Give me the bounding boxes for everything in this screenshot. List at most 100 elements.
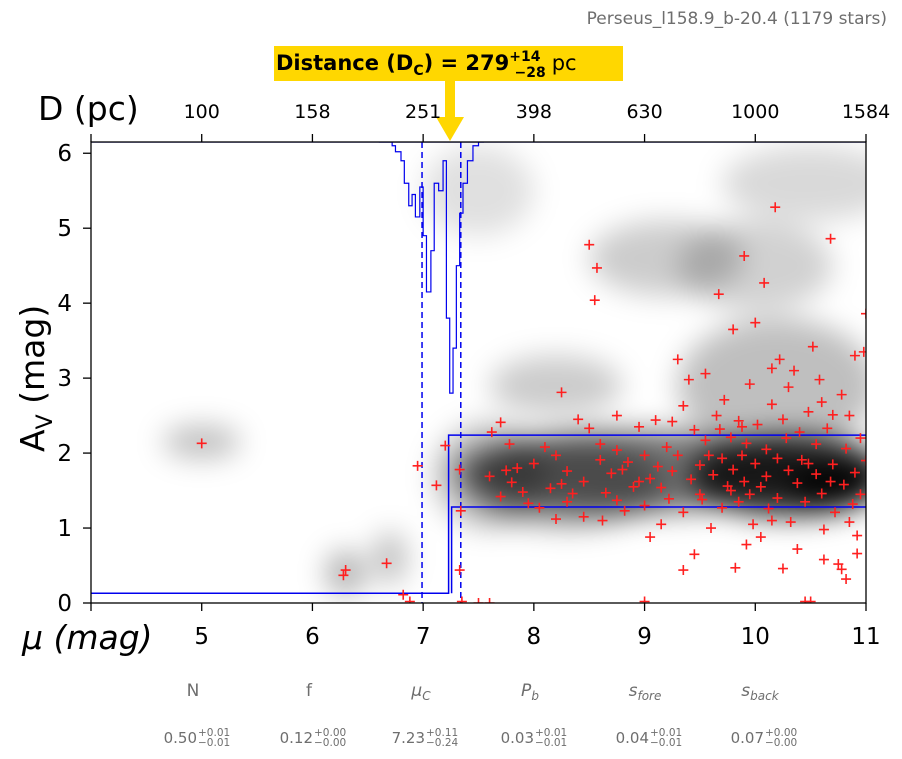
distance-sub: C xyxy=(413,63,423,79)
star-marker xyxy=(639,500,650,511)
star-marker xyxy=(759,277,770,288)
top-tick-label: 100 xyxy=(184,101,220,123)
x-tick-label: 9 xyxy=(637,624,652,650)
star-marker xyxy=(628,481,639,492)
star-marker xyxy=(861,308,866,319)
star-marker xyxy=(578,511,589,522)
star-marker xyxy=(567,488,578,499)
star-marker xyxy=(639,596,650,603)
star-marker xyxy=(792,544,803,555)
star-marker xyxy=(825,233,836,244)
param-value: 0.04 +0.01−0.01 xyxy=(616,727,683,749)
param-value-plus: +0.00 xyxy=(314,727,346,739)
star-marker xyxy=(714,424,725,435)
top-tick-label: 398 xyxy=(516,101,552,123)
star-marker xyxy=(830,507,840,518)
x-tick-label: 11 xyxy=(851,624,880,650)
star-marker xyxy=(755,532,766,543)
star-marker xyxy=(849,467,860,478)
model-lines xyxy=(91,142,866,603)
star-marker xyxy=(611,410,622,421)
star-marker xyxy=(606,468,617,479)
star-marker xyxy=(849,350,860,361)
y-tick-label: 1 xyxy=(57,516,72,542)
star-marker xyxy=(639,450,650,461)
star-marker xyxy=(761,471,772,482)
star-marker xyxy=(800,596,811,603)
star-marker xyxy=(725,432,736,443)
param-value-plus: +0.00 xyxy=(765,727,797,739)
distance-plus: +14 xyxy=(509,49,540,65)
star-marker xyxy=(841,574,852,585)
star-marker xyxy=(689,424,700,435)
star-marker xyxy=(761,444,772,455)
star-marker xyxy=(739,476,750,487)
star-marker xyxy=(708,469,719,480)
star-marker xyxy=(818,554,829,565)
y-tick-label: 2 xyxy=(57,441,72,467)
top-tick-label: 251 xyxy=(405,101,441,123)
star-marker xyxy=(847,499,858,510)
top-axis-label: D (pc) xyxy=(38,89,139,128)
star-marker xyxy=(838,479,849,490)
star-marker xyxy=(827,459,838,470)
density-blob xyxy=(722,145,866,221)
star-marker xyxy=(777,563,788,574)
star-marker xyxy=(495,491,506,502)
x-tick-label: 6 xyxy=(305,624,320,650)
y-axis: 0 1 2 3 4 5 6 xyxy=(57,141,91,617)
param-name: f xyxy=(306,681,313,701)
distance-unit: pc xyxy=(552,51,577,75)
star-marker xyxy=(772,453,783,464)
param-value-main: 7.23 xyxy=(392,729,425,747)
star-marker xyxy=(763,503,774,514)
star-marker xyxy=(556,478,567,489)
star-marker xyxy=(766,399,777,410)
star-marker xyxy=(766,515,777,526)
star-markers xyxy=(196,202,866,603)
star-marker xyxy=(678,400,689,411)
star-marker xyxy=(431,480,442,491)
param-value-main: 0.03 xyxy=(501,729,534,747)
star-marker xyxy=(744,489,755,500)
star-marker xyxy=(634,476,645,487)
star-marker xyxy=(338,570,349,581)
star-marker xyxy=(703,450,714,461)
star-marker xyxy=(766,363,777,374)
star-marker xyxy=(717,502,728,513)
background-model-line xyxy=(450,506,866,594)
param-value-minus: −0.01 xyxy=(535,737,567,749)
star-marker xyxy=(825,476,836,487)
distance-minus: −28 xyxy=(514,65,545,81)
star-marker xyxy=(752,419,763,430)
star-marker xyxy=(473,598,484,603)
param-value: 0.50 +0.01−0.01 xyxy=(164,727,231,749)
star-marker xyxy=(772,493,783,504)
star-marker xyxy=(737,421,747,432)
param-value-plus: +0.01 xyxy=(198,727,230,739)
star-marker xyxy=(733,415,744,426)
star-marker xyxy=(741,438,752,449)
star-marker xyxy=(836,389,847,400)
y-tick-label: 3 xyxy=(57,366,72,392)
density-blob xyxy=(788,456,866,510)
star-marker xyxy=(713,289,724,300)
star-marker xyxy=(340,565,351,576)
top-tick-label: 1000 xyxy=(731,101,779,123)
star-marker xyxy=(739,250,750,261)
star-marker xyxy=(672,450,683,461)
star-marker xyxy=(694,489,705,500)
top-tick-label: 630 xyxy=(626,101,662,123)
param-value-main: 0.07 xyxy=(731,729,764,747)
star-marker xyxy=(717,453,728,464)
param-name: N xyxy=(187,681,200,701)
star-marker xyxy=(504,439,515,450)
param-value-main: 0.04 xyxy=(616,729,649,747)
star-marker xyxy=(770,202,781,213)
star-marker xyxy=(728,464,739,475)
star-marker xyxy=(501,465,512,476)
star-marker xyxy=(597,515,608,526)
param-name: sback xyxy=(741,681,779,703)
param-value: 7.23 +0.11−0.24 xyxy=(392,727,459,749)
y-tick-label: 0 xyxy=(57,591,72,617)
